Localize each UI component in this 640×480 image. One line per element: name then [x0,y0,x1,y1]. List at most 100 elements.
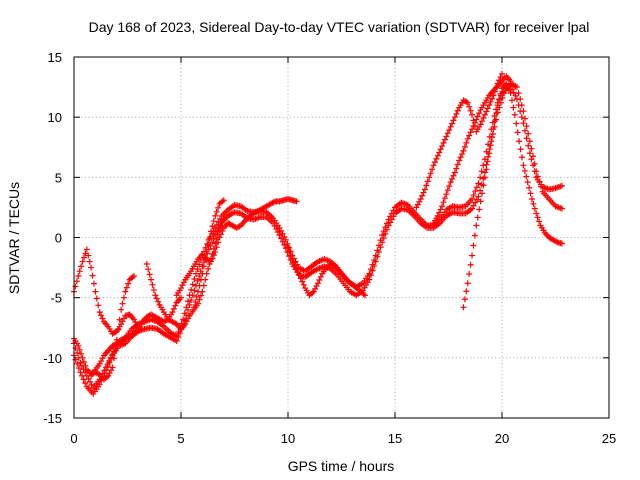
data-point-interp [534,173,541,180]
data-point-interp [480,182,487,189]
data-point [524,179,531,186]
data-point [533,168,540,175]
data-point-interp [463,139,470,146]
data-point-interp [453,165,460,172]
data-point-interp [300,281,307,288]
data-point [282,236,289,243]
data-point [434,212,441,219]
data-point [75,342,82,349]
data-point [486,102,493,109]
data-point-interp [194,266,201,273]
data-point [526,138,533,145]
data-point-interp [86,258,93,265]
data-point [92,288,99,295]
data-point [443,133,450,140]
data-point-interp [213,244,220,251]
data-point [558,205,565,212]
data-point-interp [286,248,293,255]
data-point-interp [467,107,474,114]
data-point-interp [191,287,198,294]
data-point-interp [271,223,278,230]
data-point [212,212,219,219]
data-point-interp [79,372,86,379]
data-point-interp [444,130,451,137]
data-point [293,265,300,272]
y-tick-label: -5 [50,291,62,306]
data-point-interp [440,139,447,146]
axis-ticks: 0 5 10 15 20 25 15 10 5 0 -5 -10 -15 [43,50,616,446]
data-point-interp [457,154,464,161]
data-point-interp [287,252,294,259]
data-point-interp [463,288,470,295]
data-point-interp [294,268,301,275]
data-point-interp [206,235,213,242]
data-point [130,273,137,280]
data-point-interp [480,114,487,121]
data-point-interp [274,229,281,236]
data-point-interp [200,263,207,270]
data-point [118,306,125,313]
data-point [77,359,84,366]
data-point-interp [273,226,280,233]
data-point-interp [125,280,132,287]
data-point-interp [196,296,203,303]
data-point-interp [197,292,204,299]
data-point-interp [387,219,394,226]
data-point-interp [119,300,126,307]
data-point-interp [188,286,195,293]
data-point-interp [87,378,94,385]
series-arc-8 [190,197,227,311]
data-point-interp [518,154,525,161]
data-point-interp [184,298,191,305]
data-point [558,240,565,247]
data-point-interp [420,189,427,196]
data-point-interp [78,350,85,357]
data-point-interp [470,202,477,209]
data-point [447,179,454,186]
data-point [186,301,193,308]
y-tick-label: 0 [55,231,62,246]
data-point [469,126,476,133]
x-tick-label: 25 [602,431,616,446]
data-point-interp [517,96,524,103]
data-point [379,239,386,246]
data-point-interp [106,359,113,366]
data-point-interp [487,142,494,149]
data-point [216,227,223,234]
data-point-interp [179,282,186,289]
data-point [96,381,103,388]
data-point-interp [99,355,106,362]
data-point-interp [449,175,456,182]
y-tick-label: 10 [48,110,62,125]
y-tick-label: 5 [55,170,62,185]
data-point-interp [472,188,479,195]
data-point [285,244,291,251]
series-arc-11 [430,73,514,227]
data-point [199,270,206,277]
data-point-interp [508,97,515,104]
data-point-interp [210,252,217,259]
data-point-interp [183,312,190,319]
data-point-interp [424,178,431,185]
data-point-interp [449,120,456,127]
data-point-interp [172,302,179,309]
series-arc-4 [71,273,137,383]
series-arc-7 [173,195,300,299]
y-tick-label: 15 [48,50,62,65]
data-point-interp [506,86,513,93]
data-point [503,80,510,87]
data-point-interp [474,214,481,221]
data-point-interp [85,375,92,382]
data-point-interp [450,117,457,124]
data-point [460,304,467,311]
data-point [526,150,533,157]
data-point-interp [205,242,212,249]
data-point-interp [538,183,545,190]
data-point-interp [459,151,466,158]
data-point [220,216,227,223]
data-point-interp [444,187,451,194]
data-point-interp [196,261,203,268]
data-point-interp [80,376,87,383]
series-arc-2 [71,80,565,397]
